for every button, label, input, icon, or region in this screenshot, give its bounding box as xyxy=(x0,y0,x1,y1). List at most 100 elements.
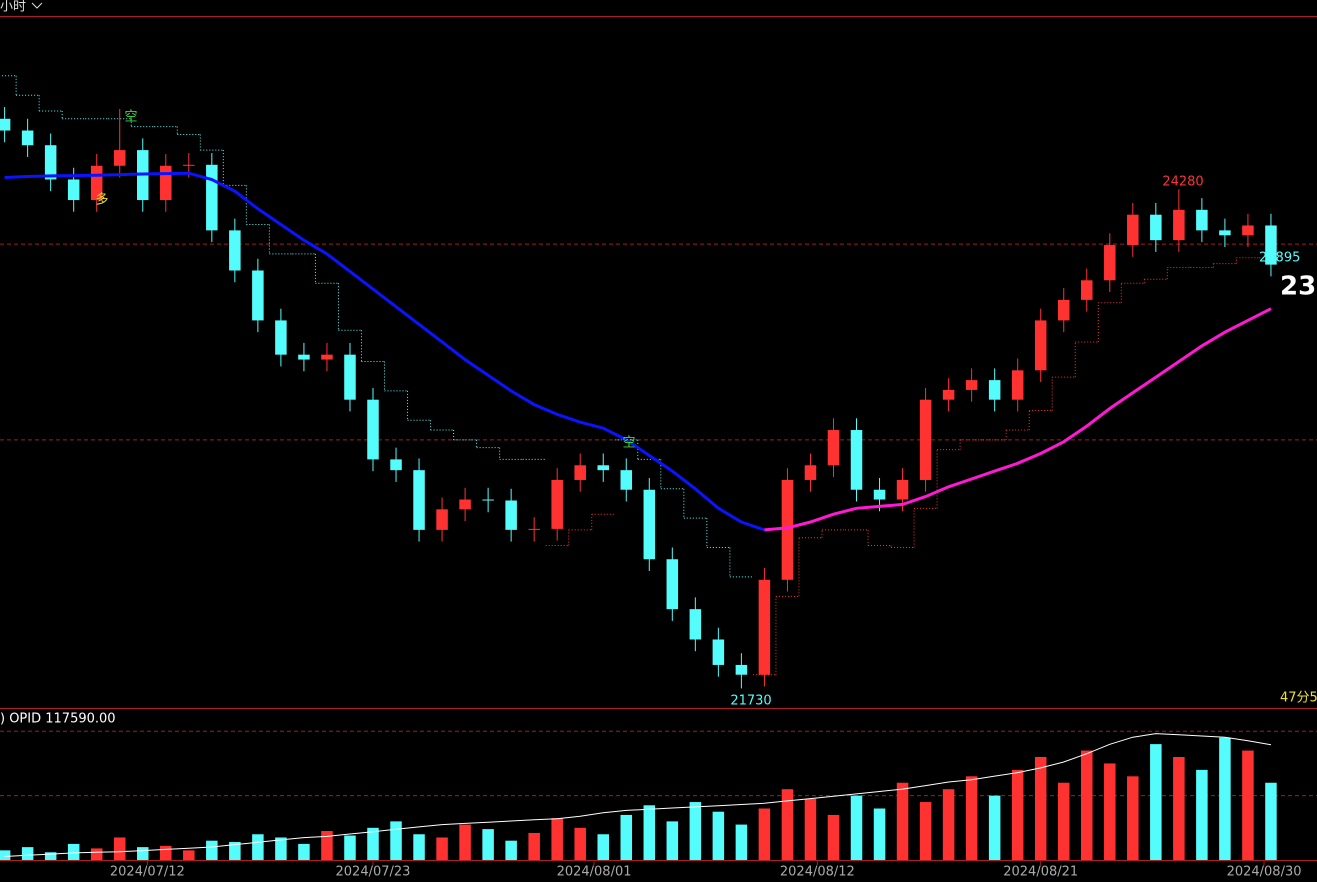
volume-bar xyxy=(735,824,748,860)
candle-body xyxy=(804,465,817,480)
candle-body xyxy=(528,528,540,530)
candle-body xyxy=(735,664,748,675)
volume-bar xyxy=(113,837,126,860)
volume-bar xyxy=(459,824,471,860)
candle-body xyxy=(666,559,679,610)
volume-bar xyxy=(229,841,241,860)
volume-bar xyxy=(390,821,402,860)
candle-body xyxy=(344,354,356,400)
candle-body xyxy=(1150,214,1162,241)
open-interest-line xyxy=(4,733,1272,857)
volume-bar xyxy=(206,840,218,860)
candle-body xyxy=(827,430,840,466)
volume-bar xyxy=(1057,782,1070,860)
candle-body xyxy=(965,380,978,390)
candle-body xyxy=(896,479,909,500)
candle-body xyxy=(390,459,402,471)
volume-bar xyxy=(896,782,909,860)
candle-body xyxy=(597,465,609,471)
volume-bar xyxy=(1080,750,1093,860)
candle-body xyxy=(1173,209,1185,241)
volume-bar xyxy=(1173,756,1185,860)
moving-average xyxy=(4,171,765,532)
volume-bar xyxy=(160,845,172,860)
volume-bar xyxy=(298,843,310,860)
last-price-big: 23895 xyxy=(1280,272,1317,302)
candle-body xyxy=(1265,225,1277,265)
candle-body xyxy=(229,230,241,271)
candle-body xyxy=(298,354,310,360)
candle-body xyxy=(321,354,333,360)
candle-body xyxy=(1034,320,1047,371)
x-tick-label: 2024/08/30 xyxy=(1227,865,1302,880)
candle-body xyxy=(1104,245,1116,281)
candle-body xyxy=(758,579,771,675)
signal-short: 空 xyxy=(622,436,635,451)
dropdown-chevron[interactable] xyxy=(31,2,43,9)
volume-bar xyxy=(436,837,448,860)
candle-body xyxy=(413,470,425,530)
last-price-label: 23895 xyxy=(1259,251,1300,266)
volume-bar xyxy=(666,821,679,860)
candle-body xyxy=(252,270,264,321)
volume-bar xyxy=(1034,756,1047,860)
candle-body xyxy=(850,430,863,490)
volume-bar xyxy=(988,795,1001,860)
candle-body xyxy=(1196,209,1208,231)
volume-bar xyxy=(827,814,840,860)
volume-bar xyxy=(804,798,817,860)
x-tick-label: 2024/08/12 xyxy=(780,865,855,880)
x-tick-label: 2024/07/23 xyxy=(336,865,411,880)
candle-body xyxy=(113,150,126,166)
x-tick-label: 2024/07/12 xyxy=(110,865,185,880)
candle-body xyxy=(873,489,886,500)
volume-bar xyxy=(44,852,57,860)
countdown: 47分5 xyxy=(1280,691,1317,706)
candle-body xyxy=(160,165,172,201)
candle-body xyxy=(1080,280,1093,300)
low-label: 21730 xyxy=(730,694,771,709)
volume-bar xyxy=(528,832,540,860)
candle-body xyxy=(919,399,932,480)
timeframe-selector[interactable]: 小时 xyxy=(0,0,26,15)
candle-body xyxy=(183,164,195,166)
volume-bar xyxy=(850,795,863,860)
volume-bar xyxy=(275,837,287,860)
volume-bar xyxy=(67,843,80,860)
candle-body xyxy=(275,320,287,355)
candle-body xyxy=(988,380,1001,400)
volume-bar xyxy=(620,814,633,860)
candle-body xyxy=(689,609,702,640)
candle-body xyxy=(1127,214,1139,246)
volume-bar xyxy=(597,834,609,860)
volume-bar xyxy=(1104,763,1116,860)
candle-body xyxy=(21,130,34,146)
volume-bar xyxy=(1196,769,1208,860)
volume-bar xyxy=(574,827,586,860)
high-label: 24280 xyxy=(1162,175,1203,190)
candle-body xyxy=(1057,299,1070,321)
candle-body xyxy=(0,118,11,131)
volume-bar xyxy=(873,808,886,860)
volume-bar xyxy=(413,834,425,860)
volume-bar xyxy=(367,827,379,860)
candle-body xyxy=(620,470,633,490)
volume-bar xyxy=(919,802,932,860)
volume-bar xyxy=(344,835,356,860)
volume-bar xyxy=(689,802,702,860)
volume-bar xyxy=(1127,776,1139,860)
oi-label: ) OPID 117590.00 xyxy=(0,712,116,727)
volume-bar xyxy=(505,840,517,860)
candle-body xyxy=(367,399,379,460)
volume-bar xyxy=(252,834,264,860)
volume-bar xyxy=(1150,744,1162,860)
volume-bar xyxy=(0,850,11,860)
volume-bar xyxy=(136,847,149,860)
candle-body xyxy=(459,499,471,510)
volume-bar xyxy=(1219,737,1231,860)
signal-long: 多 xyxy=(95,192,108,208)
candle-body xyxy=(67,179,80,201)
